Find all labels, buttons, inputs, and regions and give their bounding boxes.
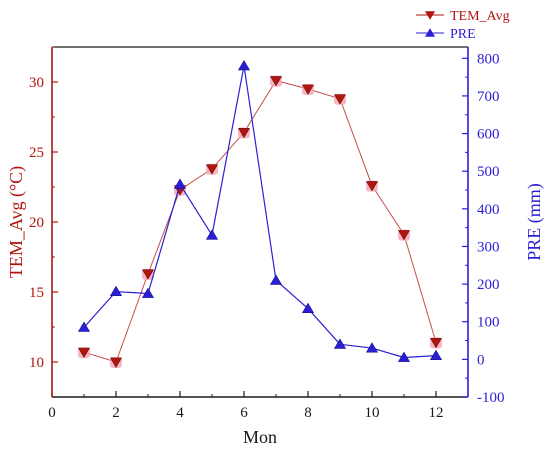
y-right-tick-label: 300: [477, 239, 500, 255]
legend-tem-marker: [425, 11, 435, 20]
tem-avg-point: [205, 164, 219, 175]
y-left-tick-label: 20: [29, 215, 44, 231]
pre-point: [141, 287, 155, 298]
x-axis: 0 2 4 6 8 10 12 Mon: [48, 391, 469, 447]
tem-avg-point: [237, 127, 251, 139]
y-axis-left: 10 15 20 25 30 TEM_Avg (°C): [6, 46, 58, 397]
pre-point: [333, 338, 347, 349]
y-right-tick-label: 400: [477, 202, 500, 218]
pre-point: [429, 349, 443, 361]
y-right-tick-label: 0: [477, 352, 485, 368]
tem-avg-point: [333, 94, 347, 105]
x-tick-label: 12: [429, 405, 444, 421]
y-left-tick-label: 30: [29, 75, 44, 91]
pre-point: [173, 178, 187, 189]
y-right-tick-label: -100: [477, 390, 505, 406]
series-tem-avg: [77, 75, 443, 368]
tem-avg-point: [429, 337, 443, 349]
series-pre: [77, 60, 443, 362]
y-left-tick-label: 10: [29, 355, 44, 371]
x-tick-label: 10: [365, 405, 380, 421]
y-right-tick-label: 800: [477, 51, 500, 67]
legend: TEM_Avg PRE: [416, 9, 510, 42]
pre-point: [237, 60, 251, 71]
pre-line: [83, 65, 437, 359]
tem-avg-point: [269, 76, 283, 87]
tem-avg-point: [365, 181, 379, 192]
tem-avg-point: [77, 347, 91, 359]
pre-point: [301, 302, 315, 313]
y-right-tick-label: 200: [477, 277, 500, 293]
pre-point: [365, 342, 379, 353]
y-right-tick-label: 600: [477, 127, 500, 143]
tem-avg-line: [83, 80, 437, 363]
x-tick-label: 4: [176, 405, 184, 421]
pre-point: [397, 351, 411, 362]
legend-pre-label: PRE: [450, 27, 476, 42]
y-left-tick-label: 25: [29, 145, 44, 161]
y-right-tick-label: 100: [477, 315, 500, 331]
y-left-axis-title: TEM_Avg (°C): [6, 166, 27, 278]
x-tick-label: 8: [304, 405, 312, 421]
tem-avg-point: [397, 230, 411, 241]
x-tick-label: 0: [48, 405, 56, 421]
y-right-tick-label: 500: [477, 164, 500, 180]
y-right-tick-label: 700: [477, 89, 500, 105]
pre-point: [77, 321, 91, 332]
legend-tem-label: TEM_Avg: [450, 9, 510, 24]
x-tick-label: 2: [112, 405, 120, 421]
y-axis-right: -100 0 100 200 300 400 500 600 700 800 PRE (mm): [462, 47, 545, 406]
tem-avg-point: [301, 84, 315, 95]
legend-pre-marker: [425, 28, 435, 37]
tem-avg-point: [109, 357, 123, 368]
x-axis-title: Mon: [243, 427, 277, 447]
y-right-axis-title: PRE (mm): [524, 183, 545, 261]
pre-point: [269, 274, 283, 285]
x-tick-label: 6: [240, 405, 248, 421]
tem-avg-point: [141, 269, 155, 280]
pre-point: [109, 285, 123, 297]
y-left-tick-label: 15: [29, 285, 44, 301]
pre-point: [205, 229, 219, 240]
